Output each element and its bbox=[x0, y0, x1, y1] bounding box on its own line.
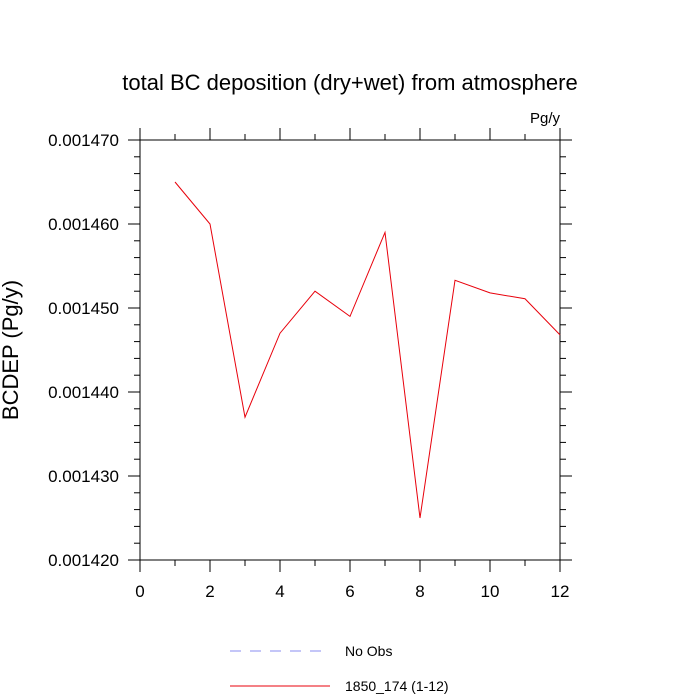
units-label: Pg/y bbox=[530, 110, 561, 127]
tick-labels: 0 2 4 6 8 10 12 0.001420 0.001430 0.001440 0.00145… bbox=[48, 131, 569, 601]
legend-label-no-obs: No Obs bbox=[345, 643, 392, 659]
y-tick-label: 0.001420 bbox=[48, 551, 119, 570]
legend-label-series: 1850_174 (1-12) bbox=[345, 678, 449, 694]
y-axis-label: BCDEP (Pg/y) bbox=[0, 280, 23, 420]
x-tick-label: 10 bbox=[481, 582, 500, 601]
chart-title: total BC deposition (dry+wet) from atmos… bbox=[122, 70, 577, 95]
x-tick-label: 2 bbox=[205, 582, 214, 601]
x-tick-label: 0 bbox=[135, 582, 144, 601]
x-tick-label: 4 bbox=[275, 582, 284, 601]
series-group bbox=[174, 181, 561, 519]
y-tick-label: 0.001430 bbox=[48, 467, 119, 486]
y-tick-label: 0.001460 bbox=[48, 215, 119, 234]
legend: No Obs 1850_174 (1-12) bbox=[230, 643, 449, 694]
y-tick-label: 0.001440 bbox=[48, 383, 119, 402]
series-line bbox=[174, 181, 561, 519]
y-tick-label: 0.001450 bbox=[48, 299, 119, 318]
plot-frame bbox=[139, 139, 561, 561]
axis-ticks bbox=[128, 128, 572, 572]
y-tick-label: 0.001470 bbox=[48, 131, 119, 150]
x-tick-label: 8 bbox=[415, 582, 424, 601]
x-tick-label: 12 bbox=[551, 582, 570, 601]
x-tick-label: 6 bbox=[345, 582, 354, 601]
